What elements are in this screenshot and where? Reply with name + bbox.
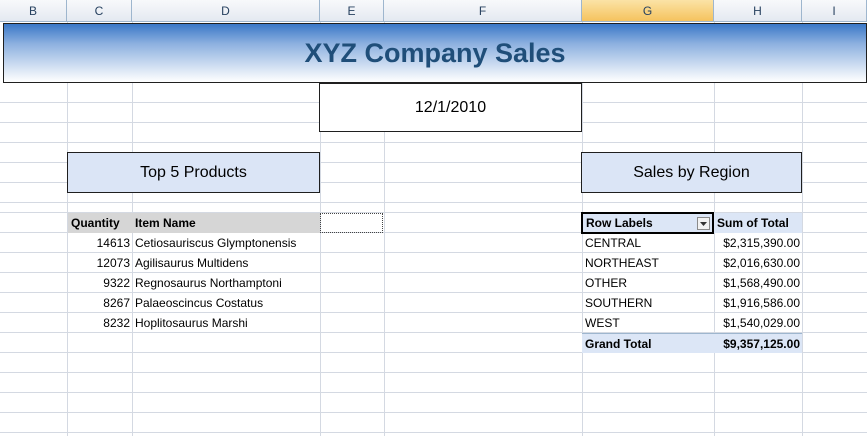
row-labels-text: Row Labels — [586, 216, 653, 230]
column-header-F[interactable]: F — [384, 0, 582, 22]
item-name-cell[interactable]: Agilisaurus Multidens — [135, 256, 249, 270]
item-name-cell[interactable]: Hoplitosaurus Marshi — [135, 316, 248, 330]
column-header-E[interactable]: E — [320, 0, 384, 22]
item-name-cell[interactable]: Regnosaurus Northamptoni — [135, 276, 282, 290]
column-letter: D — [221, 3, 230, 18]
region-label-cell[interactable]: OTHER — [585, 276, 627, 290]
region-value-cell[interactable]: $1,540,029.00 — [723, 316, 800, 330]
column-letter: I — [832, 3, 836, 18]
column-letter: E — [347, 3, 356, 18]
item-name-cell[interactable]: Palaeoscincus Costatus — [135, 296, 264, 310]
top5-heading: Top 5 Products — [140, 163, 247, 181]
grand-total-value[interactable]: $9,357,125.00 — [714, 333, 802, 353]
column-header-I[interactable]: I — [802, 0, 867, 22]
quantity-cell[interactable]: 8232 — [103, 316, 130, 330]
report-date: 12/1/2010 — [414, 98, 487, 116]
dropdown-arrow-icon[interactable] — [697, 217, 710, 230]
quantity-header[interactable]: Quantity — [68, 213, 132, 233]
region-value-cell[interactable]: $2,315,390.00 — [723, 236, 800, 250]
column-letter: F — [478, 3, 487, 18]
region-heading-cell[interactable]: Sales by Region — [581, 152, 802, 193]
quantity-cell[interactable]: 9322 — [103, 276, 130, 290]
top5-heading-cell[interactable]: Top 5 Products — [67, 152, 320, 193]
column-header-H[interactable]: H — [714, 0, 802, 22]
quantity-cell[interactable]: 14613 — [96, 236, 130, 250]
column-letter: H — [753, 3, 762, 18]
item-name-cell[interactable]: Cetiosauriscus Glymptonensis — [135, 236, 297, 250]
copy-marquee — [320, 213, 383, 233]
region-value-cell[interactable]: $2,016,630.00 — [723, 256, 800, 270]
column-letter: G — [642, 3, 653, 18]
column-header-C[interactable]: C — [67, 0, 132, 22]
region-label-cell[interactable]: WEST — [585, 316, 620, 330]
report-title-banner[interactable]: XYZ Company Sales — [3, 23, 867, 83]
column-letter: C — [94, 3, 104, 18]
report-date-cell[interactable]: 12/1/2010 — [319, 83, 582, 132]
report-title: XYZ Company Sales — [304, 37, 566, 68]
quantity-cell[interactable]: 8267 — [103, 296, 130, 310]
region-label-cell[interactable]: SOUTHERN — [585, 296, 653, 310]
region-value-cell[interactable]: $1,568,490.00 — [723, 276, 800, 290]
column-header-G[interactable]: G — [582, 0, 714, 22]
row-labels-header[interactable]: Row Labels — [581, 212, 714, 234]
sum-of-total-header[interactable]: Sum of Total — [714, 213, 802, 233]
column-header-D[interactable]: D — [132, 0, 320, 22]
grand-total-label[interactable]: Grand Total — [582, 333, 714, 353]
region-label-cell[interactable]: NORTHEAST — [585, 256, 659, 270]
column-letter: B — [28, 3, 37, 18]
region-heading: Sales by Region — [633, 163, 750, 181]
region-label-cell[interactable]: CENTRAL — [585, 236, 642, 250]
column-header-B[interactable]: B — [0, 0, 67, 22]
region-value-cell[interactable]: $1,916,586.00 — [723, 296, 800, 310]
quantity-cell[interactable]: 12073 — [96, 256, 130, 270]
item-name-header[interactable]: Item Name — [132, 213, 320, 233]
